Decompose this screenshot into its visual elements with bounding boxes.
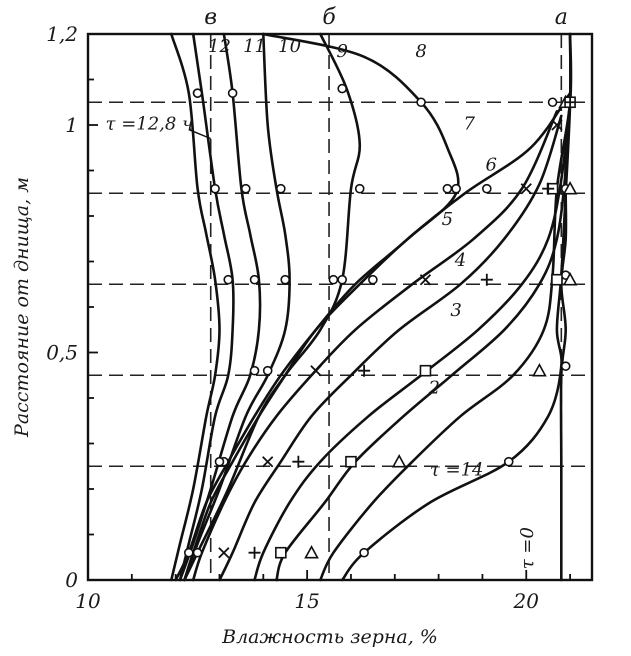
data-point bbox=[262, 456, 274, 468]
data-point bbox=[337, 83, 347, 94]
data-point bbox=[227, 88, 238, 98]
top-label: б bbox=[322, 5, 336, 30]
series-line bbox=[218, 114, 563, 582]
data-point bbox=[223, 274, 234, 285]
series-line bbox=[183, 32, 362, 582]
series-line bbox=[275, 100, 572, 582]
data-point bbox=[345, 455, 357, 468]
annotation: τ =0 bbox=[517, 527, 538, 569]
data-point bbox=[218, 547, 230, 559]
x-tick-label: 15 bbox=[294, 589, 319, 613]
data-point bbox=[482, 183, 492, 194]
data-point bbox=[551, 273, 563, 286]
data-point bbox=[520, 183, 532, 195]
series-label: 4 bbox=[454, 250, 466, 271]
top-label: а bbox=[555, 5, 568, 30]
series-label: 12 bbox=[208, 36, 231, 57]
data-point bbox=[542, 182, 555, 195]
data-point bbox=[328, 274, 339, 285]
data-point bbox=[192, 88, 203, 98]
y-tick-label: 1,2 bbox=[46, 22, 78, 46]
data-point bbox=[562, 272, 578, 286]
data-point bbox=[354, 183, 365, 194]
data-point bbox=[560, 361, 571, 371]
series-label: 5 bbox=[442, 209, 453, 230]
series-label: 9 bbox=[336, 41, 347, 62]
data-point bbox=[547, 97, 558, 108]
data-point bbox=[480, 273, 493, 286]
data-point bbox=[214, 456, 225, 467]
data-point bbox=[304, 545, 319, 559]
series-line bbox=[178, 32, 262, 582]
data-point bbox=[359, 547, 369, 558]
data-point bbox=[419, 364, 432, 377]
series-label: 2 bbox=[427, 377, 439, 398]
data-point bbox=[248, 546, 261, 559]
data-point bbox=[276, 183, 286, 194]
series-label: 3 bbox=[450, 300, 461, 321]
series-label: 7 bbox=[464, 114, 476, 135]
data-point bbox=[280, 274, 291, 285]
series-line bbox=[170, 32, 221, 582]
data-point bbox=[451, 183, 461, 194]
annotation: τ =14 bbox=[430, 459, 484, 480]
data-point bbox=[337, 274, 347, 285]
y-tick-label: 1 bbox=[65, 113, 78, 137]
series-label: 8 bbox=[415, 41, 426, 62]
data-point bbox=[416, 97, 426, 108]
series-line bbox=[253, 100, 572, 582]
series-line bbox=[191, 110, 559, 582]
data-point bbox=[532, 363, 547, 377]
data-point bbox=[210, 183, 220, 194]
data-point bbox=[368, 274, 378, 285]
series-line bbox=[178, 32, 235, 582]
x-axis-label: Влажность зерна, % bbox=[221, 626, 438, 648]
series-line bbox=[319, 32, 573, 582]
annotation-pointer bbox=[188, 128, 211, 140]
series-label: 10 bbox=[278, 36, 301, 57]
y-tick-label: 0,5 bbox=[46, 341, 78, 365]
data-point bbox=[184, 547, 194, 558]
data-point bbox=[442, 183, 453, 194]
y-tick-label: 0 bbox=[65, 568, 78, 592]
series-line bbox=[183, 91, 572, 582]
data-point bbox=[503, 456, 514, 467]
data-point bbox=[240, 183, 251, 194]
annotation: τ =12,8 ч bbox=[106, 114, 194, 135]
top-label: в bbox=[204, 5, 217, 30]
x-tick-label: 20 bbox=[513, 589, 540, 613]
series-line bbox=[183, 32, 291, 582]
data-point bbox=[249, 365, 260, 376]
series-label: 6 bbox=[485, 155, 496, 176]
data-point bbox=[275, 546, 287, 559]
data-point bbox=[249, 274, 260, 285]
data-point bbox=[192, 547, 203, 558]
y-axis-label: Расстояние от днища, м bbox=[11, 177, 33, 438]
data-point bbox=[262, 365, 273, 376]
data-point bbox=[562, 181, 578, 195]
x-tick-label: 10 bbox=[75, 589, 101, 613]
data-point bbox=[564, 96, 577, 109]
labels: 10 15 20 0 0,5 1 1,2 Влажность зерна, % Расстоян… bbox=[11, 5, 568, 648]
curves bbox=[170, 32, 573, 582]
data-point bbox=[551, 119, 563, 131]
data-point bbox=[391, 454, 407, 468]
data-point bbox=[310, 365, 322, 377]
markers bbox=[184, 83, 578, 559]
data-point bbox=[358, 364, 371, 377]
reference-lines bbox=[88, 34, 592, 580]
data-point bbox=[419, 274, 432, 286]
series-label: 11 bbox=[243, 36, 266, 57]
data-point bbox=[292, 455, 305, 468]
axes bbox=[86, 32, 594, 582]
